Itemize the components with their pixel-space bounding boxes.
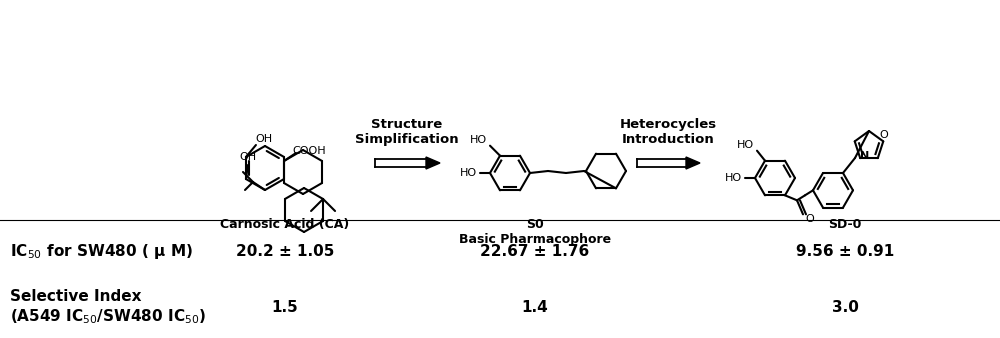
Text: 1.5: 1.5 [272,300,298,315]
Text: 3.0: 3.0 [832,300,858,315]
Text: O: O [806,214,814,224]
Text: Structure
Simplification: Structure Simplification [355,118,459,146]
Text: HO: HO [724,173,742,183]
Text: HO: HO [736,140,754,150]
Polygon shape [686,157,700,169]
Text: Carnosic Acid (CA): Carnosic Acid (CA) [220,218,350,231]
Polygon shape [426,157,440,169]
Text: OH: OH [239,152,257,162]
Text: 20.2 ± 1.05: 20.2 ± 1.05 [236,244,334,259]
Text: 1.4: 1.4 [522,300,548,315]
Text: S0
Basic Pharmacophore: S0 Basic Pharmacophore [459,218,611,246]
Text: SD-0: SD-0 [828,218,862,231]
Text: Selective Index
(A549 IC$_{50}$/SW480 IC$_{50}$): Selective Index (A549 IC$_{50}$/SW480 IC… [10,289,206,326]
Text: OH: OH [255,134,273,144]
Text: Heterocycles
Introduction: Heterocycles Introduction [619,118,717,146]
Text: COOH: COOH [292,146,326,156]
Text: N: N [860,151,869,161]
Text: 9.56 ± 0.91: 9.56 ± 0.91 [796,244,894,259]
Text: 22.67 ± 1.76: 22.67 ± 1.76 [480,244,590,259]
Text: O: O [879,130,888,140]
Text: IC$_{50}$ for SW480 ( μ M): IC$_{50}$ for SW480 ( μ M) [10,242,193,261]
Text: HO: HO [469,135,487,145]
Text: HO: HO [459,168,477,178]
